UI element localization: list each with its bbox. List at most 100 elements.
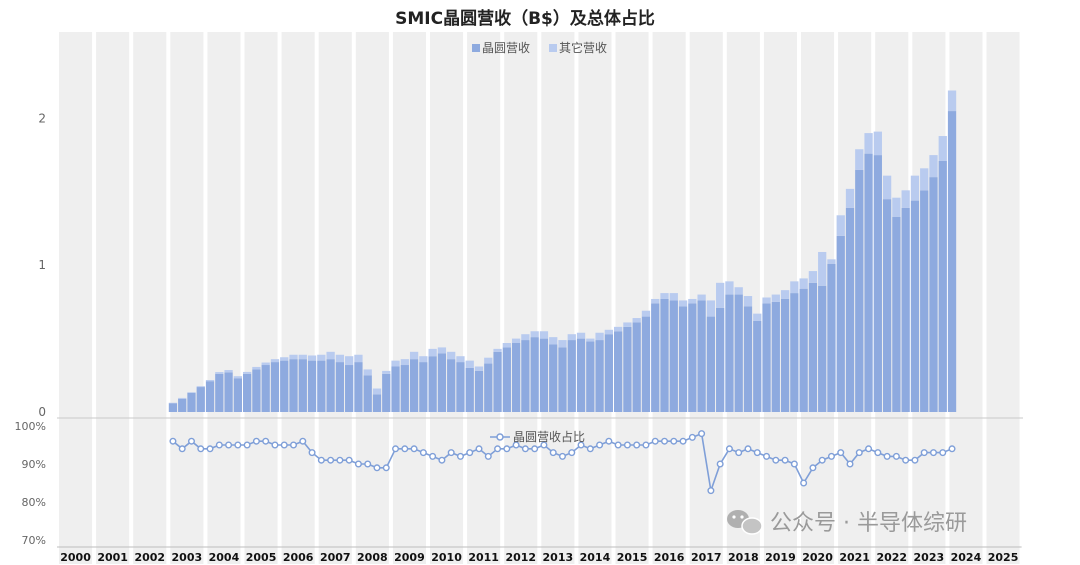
bar-wafer: [419, 362, 428, 412]
bar-other: [456, 356, 465, 363]
share-line: [169, 430, 956, 495]
share-point: [187, 437, 195, 445]
share-point: [466, 449, 474, 457]
bar-other: [882, 175, 892, 200]
bar-other: [428, 348, 437, 357]
share-point: [169, 437, 177, 445]
bar-other: [697, 294, 706, 301]
share-point: [447, 449, 455, 457]
bar-wafer: [947, 111, 957, 412]
bar-wafer: [215, 373, 224, 412]
bar-wafer: [882, 199, 892, 412]
share-tick-label: 100%: [15, 420, 46, 433]
share-point: [345, 456, 353, 464]
share-point: [744, 445, 752, 453]
bar-other: [363, 369, 372, 376]
year-band: [170, 32, 204, 564]
legend-label-wafer: 晶圆营收: [482, 41, 530, 55]
bar-other: [400, 359, 409, 366]
share-point: [392, 445, 400, 453]
chart-title: SMIC晶圆营收（B$）及总体占比: [395, 8, 655, 29]
share-point: [725, 445, 733, 453]
bar-other: [196, 386, 205, 388]
bar-wafer: [845, 207, 855, 412]
bar-wafer: [382, 373, 391, 412]
share-point: [939, 449, 947, 457]
bar-other: [753, 313, 762, 321]
x-tick-label: 2002: [134, 551, 165, 564]
bar-wafer: [604, 334, 613, 412]
bar-other: [818, 251, 827, 286]
share-point: [308, 449, 316, 457]
bar-wafer: [474, 370, 484, 412]
x-tick-label: 2013: [543, 551, 574, 564]
x-tick-label: 2023: [914, 551, 945, 564]
bar-other: [261, 362, 270, 366]
bar-other: [317, 354, 326, 361]
share-point: [586, 445, 594, 453]
bar-wafer: [725, 294, 734, 412]
bar-wafer: [178, 398, 187, 412]
share-point: [874, 449, 882, 457]
bar-wafer: [678, 306, 688, 412]
bar-wafer: [771, 301, 780, 412]
bar-other: [678, 300, 688, 307]
bar-wafer: [697, 300, 706, 412]
share-point: [688, 433, 696, 441]
bar-other: [252, 366, 261, 370]
bar-wafer: [929, 177, 938, 412]
bar-wafer: [289, 359, 298, 412]
year-band: [430, 32, 464, 564]
bar-other: [576, 332, 586, 339]
share-axis: 100% 90% 80% 70%: [15, 420, 46, 547]
bar-wafer: [818, 285, 827, 412]
bar-other: [372, 388, 382, 395]
bar-other: [178, 397, 187, 399]
bar-wafer: [484, 363, 493, 412]
share-point: [252, 437, 260, 445]
bar-wafer: [243, 373, 252, 412]
bar-other: [595, 332, 604, 341]
wechat-icon: [727, 510, 763, 535]
share-point: [902, 456, 910, 464]
year-band: [615, 32, 649, 564]
bar-wafer: [224, 372, 233, 412]
bar-wafer: [706, 316, 716, 412]
share-point: [299, 437, 307, 445]
stacked-bars: [168, 90, 957, 412]
bar-other: [669, 293, 678, 301]
bar-wafer: [233, 378, 242, 412]
bar-wafer: [280, 360, 289, 412]
share-point: [382, 464, 390, 472]
share-point: [800, 479, 808, 487]
share-point: [549, 449, 557, 457]
bar-wafer: [669, 300, 678, 412]
share-point: [716, 460, 724, 468]
bar-other: [511, 338, 521, 344]
bar-wafer: [753, 320, 762, 412]
year-band: [318, 32, 352, 564]
bar-wafer: [187, 392, 196, 412]
share-point: [707, 487, 715, 495]
x-tick-label: 2005: [246, 551, 277, 564]
share-point: [290, 441, 298, 449]
bar-other: [409, 351, 419, 360]
bar-other: [447, 351, 456, 360]
year-band: [986, 32, 1020, 564]
share-point: [855, 449, 863, 457]
share-point: [809, 464, 817, 472]
legend-line-marker: [496, 433, 504, 441]
year-band: [207, 32, 241, 564]
bar-wafer: [391, 366, 400, 412]
line-legend: 晶圆营收占比: [490, 429, 585, 444]
legend-label-share: 晶圆营收占比: [513, 429, 585, 444]
share-point: [929, 449, 937, 457]
bar-wafer: [938, 160, 947, 412]
share-point: [827, 452, 835, 460]
bar-wafer: [317, 360, 326, 412]
bar-wafer: [651, 303, 660, 412]
share-point: [883, 452, 891, 460]
bar-other: [502, 343, 511, 348]
year-band: [59, 32, 93, 564]
bar-other: [780, 290, 790, 299]
